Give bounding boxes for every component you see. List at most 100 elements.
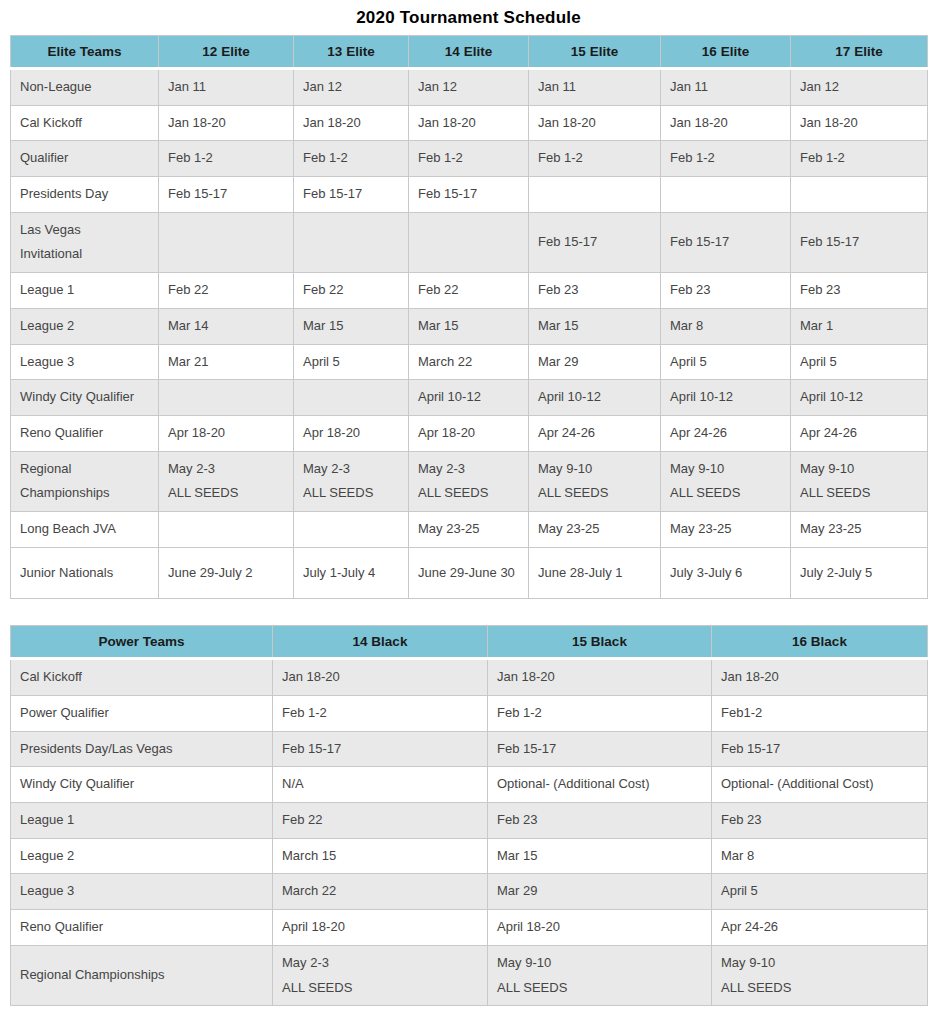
date-cell: May 23-25 bbox=[791, 511, 928, 547]
table-row: Presidents DayFeb 15-17Feb 15-17Feb 15-1… bbox=[11, 177, 928, 213]
date-cell: May 23-25 bbox=[661, 511, 791, 547]
row-label: League 3 bbox=[11, 344, 159, 380]
table-row: League 3March 22Mar 29April 5 bbox=[11, 874, 928, 910]
power-schedule-table: Power Teams14 Black15 Black16 Black Cal … bbox=[10, 625, 928, 1006]
date-cell: Jan 12 bbox=[791, 69, 928, 106]
date-cell: Feb 23 bbox=[488, 803, 712, 839]
date-cell: Feb 15-17 bbox=[159, 177, 294, 213]
power-column-header: 16 Black bbox=[712, 626, 928, 659]
date-cell: Mar 15 bbox=[488, 838, 712, 874]
date-cell: Feb 22 bbox=[294, 273, 409, 309]
date-cell: Apr 24-26 bbox=[529, 415, 661, 451]
date-cell: April 5 bbox=[712, 874, 928, 910]
row-label: League 2 bbox=[11, 838, 273, 874]
date-cell bbox=[294, 380, 409, 416]
date-cell: Feb 22 bbox=[159, 273, 294, 309]
power-column-header: Power Teams bbox=[11, 626, 273, 659]
date-cell: Mar 15 bbox=[529, 308, 661, 344]
date-cell: Feb1-2 bbox=[712, 696, 928, 732]
date-cell: Jan 12 bbox=[294, 69, 409, 106]
table-row: Presidents Day/Las VegasFeb 15-17Feb 15-… bbox=[11, 731, 928, 767]
table-row: League 3Mar 21April 5March 22Mar 29April… bbox=[11, 344, 928, 380]
date-cell: Feb 22 bbox=[409, 273, 529, 309]
date-cell: Mar 29 bbox=[488, 874, 712, 910]
row-label: Non-League bbox=[11, 69, 159, 106]
table-row: Reno QualifierApril 18-20April 18-20Apr … bbox=[11, 910, 928, 946]
elite-column-header: 15 Elite bbox=[529, 36, 661, 69]
row-label: League 1 bbox=[11, 803, 273, 839]
date-cell: Jan 18-20 bbox=[294, 105, 409, 141]
date-cell: April 5 bbox=[294, 344, 409, 380]
row-label: Junior Nationals bbox=[11, 547, 159, 599]
date-cell: Feb 15-17 bbox=[294, 177, 409, 213]
date-cell: Jan 11 bbox=[529, 69, 661, 106]
date-cell: N/A bbox=[273, 767, 488, 803]
row-label: Reno Qualifier bbox=[11, 910, 273, 946]
date-cell: April 10-12 bbox=[661, 380, 791, 416]
row-label: Regional Championships bbox=[11, 945, 273, 1005]
row-label: Cal Kickoff bbox=[11, 659, 273, 696]
date-cell: Jan 18-20 bbox=[661, 105, 791, 141]
table-row: Power QualifierFeb 1-2Feb 1-2Feb1-2 bbox=[11, 696, 928, 732]
date-cell bbox=[661, 177, 791, 213]
date-cell: Apr 24-26 bbox=[712, 910, 928, 946]
elite-header-row: Elite Teams12 Elite13 Elite14 Elite15 El… bbox=[11, 36, 928, 69]
table-row: Reno QualifierApr 18-20Apr 18-20Apr 18-2… bbox=[11, 415, 928, 451]
date-cell: May 2-3 ALL SEEDS bbox=[409, 451, 529, 511]
date-cell: May 23-25 bbox=[529, 511, 661, 547]
date-cell: April 18-20 bbox=[488, 910, 712, 946]
date-cell: Feb 22 bbox=[273, 803, 488, 839]
row-label: Presidents Day bbox=[11, 177, 159, 213]
table-row: League 1Feb 22Feb 23Feb 23 bbox=[11, 803, 928, 839]
date-cell: March 15 bbox=[273, 838, 488, 874]
date-cell: Jan 12 bbox=[409, 69, 529, 106]
date-cell: March 22 bbox=[273, 874, 488, 910]
date-cell: Feb 1-2 bbox=[661, 141, 791, 177]
date-cell: Feb 1-2 bbox=[529, 141, 661, 177]
date-cell: Feb 23 bbox=[791, 273, 928, 309]
date-cell: Feb 15-17 bbox=[791, 212, 928, 272]
date-cell: Apr 24-26 bbox=[661, 415, 791, 451]
power-header-row: Power Teams14 Black15 Black16 Black bbox=[11, 626, 928, 659]
date-cell bbox=[159, 212, 294, 272]
date-cell: Feb 15-17 bbox=[529, 212, 661, 272]
date-cell: Mar 21 bbox=[159, 344, 294, 380]
row-label: Power Qualifier bbox=[11, 696, 273, 732]
power-column-header: 15 Black bbox=[488, 626, 712, 659]
date-cell: June 29-July 2 bbox=[159, 547, 294, 599]
date-cell: Mar 29 bbox=[529, 344, 661, 380]
date-cell: Jan 11 bbox=[159, 69, 294, 106]
elite-column-header: 13 Elite bbox=[294, 36, 409, 69]
date-cell: Mar 15 bbox=[294, 308, 409, 344]
date-cell: Feb 15-17 bbox=[273, 731, 488, 767]
date-cell: Optional- (Additional Cost) bbox=[488, 767, 712, 803]
row-label: League 2 bbox=[11, 308, 159, 344]
elite-table-body: Non-LeagueJan 11Jan 12Jan 12Jan 11Jan 11… bbox=[11, 69, 928, 599]
date-cell: Jan 18-20 bbox=[712, 659, 928, 696]
table-row: League 2Mar 14Mar 15Mar 15Mar 15Mar 8Mar… bbox=[11, 308, 928, 344]
elite-column-header: 12 Elite bbox=[159, 36, 294, 69]
page-title: 2020 Tournament Schedule bbox=[10, 8, 927, 28]
date-cell: April 5 bbox=[661, 344, 791, 380]
date-cell: Feb 23 bbox=[529, 273, 661, 309]
date-cell: July 3-July 6 bbox=[661, 547, 791, 599]
date-cell: Apr 18-20 bbox=[294, 415, 409, 451]
table-row: Long Beach JVAMay 23-25May 23-25May 23-2… bbox=[11, 511, 928, 547]
power-column-header: 14 Black bbox=[273, 626, 488, 659]
date-cell: Jan 18-20 bbox=[273, 659, 488, 696]
date-cell: May 2-3 ALL SEEDS bbox=[273, 945, 488, 1005]
date-cell: May 9-10 ALL SEEDS bbox=[488, 945, 712, 1005]
table-row: Cal KickoffJan 18-20Jan 18-20Jan 18-20 bbox=[11, 659, 928, 696]
date-cell: Feb 1-2 bbox=[273, 696, 488, 732]
table-row: League 2March 15Mar 15Mar 8 bbox=[11, 838, 928, 874]
date-cell: Jan 18-20 bbox=[791, 105, 928, 141]
date-cell: Mar 15 bbox=[409, 308, 529, 344]
row-label: Las Vegas Invitational bbox=[11, 212, 159, 272]
table-row: Cal KickoffJan 18-20Jan 18-20Jan 18-20Ja… bbox=[11, 105, 928, 141]
row-label: Cal Kickoff bbox=[11, 105, 159, 141]
date-cell: Apr 24-26 bbox=[791, 415, 928, 451]
date-cell bbox=[409, 212, 529, 272]
date-cell: May 9-10 ALL SEEDS bbox=[712, 945, 928, 1005]
date-cell: May 23-25 bbox=[409, 511, 529, 547]
date-cell bbox=[294, 212, 409, 272]
